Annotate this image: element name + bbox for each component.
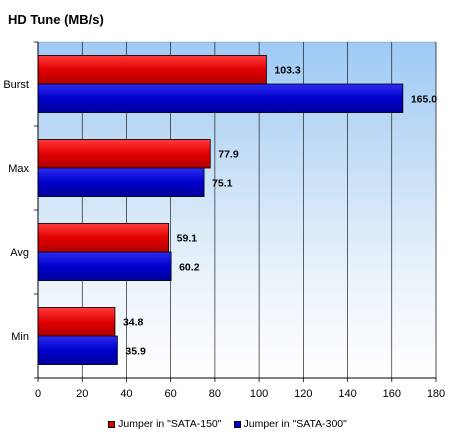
category-label: Avg — [10, 247, 29, 259]
legend-swatch — [233, 420, 241, 428]
legend-item: Jumper in "SATA-150" — [108, 418, 222, 430]
x-tick-label: 140 — [338, 388, 356, 400]
legend: Jumper in "SATA-150" Jumper in "SATA-300" — [0, 418, 455, 431]
bar-max-series-2 — [37, 167, 205, 197]
legend-swatch — [108, 420, 116, 428]
bar-avg-series-1 — [37, 223, 170, 253]
bar-burst-series-1 — [37, 55, 267, 85]
bar-min-series-2 — [37, 335, 118, 365]
data-label: 103.3 — [274, 65, 300, 77]
x-tick-label: 60 — [165, 388, 177, 400]
x-tick-label: 80 — [209, 388, 221, 400]
data-label: 34.8 — [123, 317, 144, 329]
legend-label: Jumper in "SATA-300" — [243, 418, 347, 430]
category-label: Burst — [3, 79, 29, 91]
bar-burst-series-2 — [37, 83, 404, 113]
x-tick-label: 40 — [120, 388, 132, 400]
x-tick-label: 0 — [35, 388, 41, 400]
x-tick-label: 160 — [383, 388, 401, 400]
data-label: 35.9 — [125, 345, 146, 357]
chart-title: HD Tune (MB/s) — [8, 12, 104, 27]
category-label: Max — [8, 163, 29, 175]
x-tick-label: 20 — [76, 388, 88, 400]
data-label: 77.9 — [218, 149, 239, 161]
legend-label: Jumper in "SATA-150" — [118, 418, 222, 430]
x-tick-label: 120 — [294, 388, 312, 400]
bar-min-series-1 — [37, 307, 116, 337]
data-label: 59.1 — [177, 233, 198, 245]
category-label: Min — [11, 331, 29, 343]
bar-max-series-1 — [37, 139, 211, 169]
x-tick-label: 180 — [427, 388, 445, 400]
data-label: 60.2 — [179, 261, 200, 273]
bar-avg-series-2 — [37, 251, 172, 281]
data-label: 75.1 — [212, 177, 233, 189]
legend-item: Jumper in "SATA-300" — [233, 418, 347, 430]
data-label: 165.0 — [411, 93, 437, 105]
x-tick-label: 100 — [250, 388, 268, 400]
